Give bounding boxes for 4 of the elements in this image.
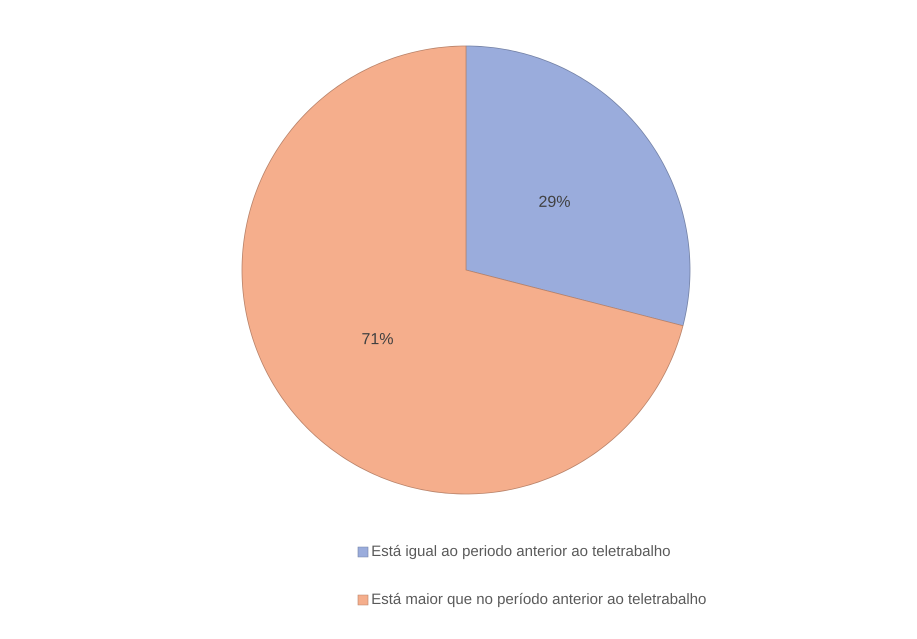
legend-label: Está igual ao periodo anterior ao teletrabalho: [372, 544, 670, 560]
data-label: 29%: [539, 196, 570, 208]
legend-label: Está maior que no período anterior ao teletrabalho: [372, 592, 706, 608]
data-label: 71%: [362, 333, 393, 344]
